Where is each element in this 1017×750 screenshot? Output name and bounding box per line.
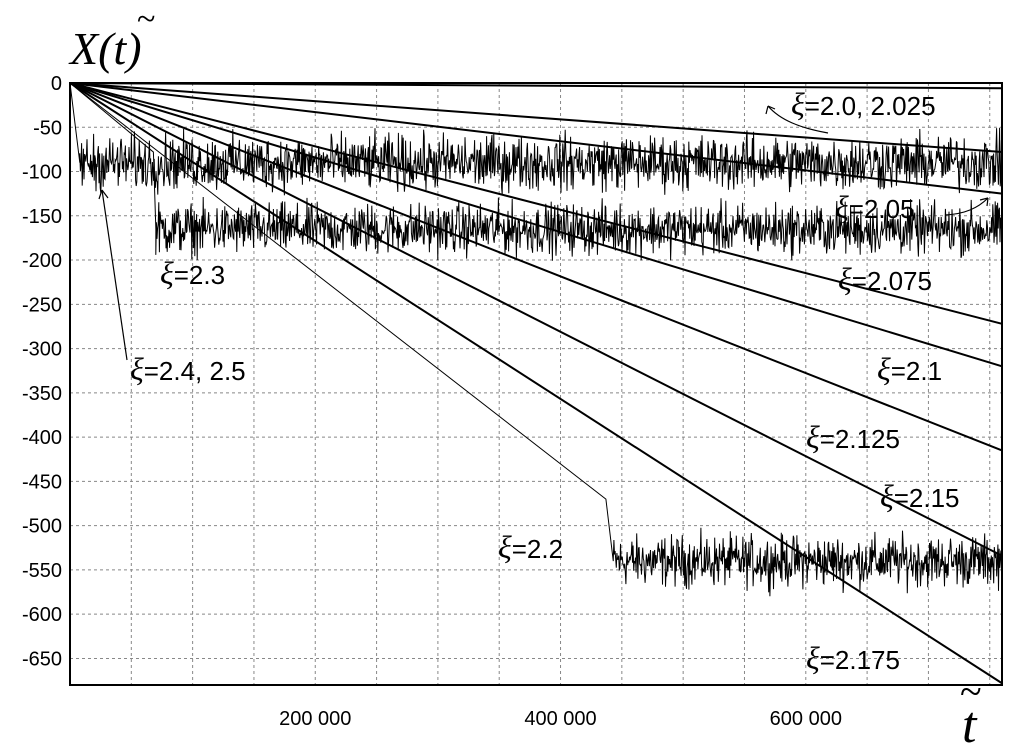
grid — [70, 82, 1002, 685]
y-tick-label: -450 — [22, 471, 62, 493]
y-axis-title-tilde: ~ — [137, 1, 155, 38]
annotation-xi-2-0: ξ=2.0, 2.025 — [791, 86, 936, 122]
arrowhead-2-0 — [765, 105, 776, 115]
arrowhead-2-05 — [979, 197, 989, 207]
x-tick-labels: 200 000 400 000 600 000 — [279, 708, 842, 730]
y-tick-labels: 0 -50 -100 -150 -200 -250 -300 -350 -400 -450 -500… — [22, 73, 62, 670]
annotation-xi-2-3: ξ=2.3 — [160, 255, 225, 291]
annotations — [98, 105, 989, 361]
x-tick-label: 400 000 — [524, 708, 596, 730]
y-tick-label: -50 — [33, 117, 62, 139]
arrowhead-2-4 — [98, 189, 109, 200]
x-axis-title: t — [962, 697, 978, 750]
x-tick-label: 600 000 — [770, 708, 842, 730]
x-tick-label: 200 000 — [279, 708, 351, 730]
series-line-xi-2-05 — [69, 82, 1003, 195]
arrow-2-4 — [101, 189, 128, 361]
series-line-xi-2-2 — [69, 82, 1002, 597]
y-tick-label: -100 — [22, 162, 62, 184]
annotation-xi-2-4: ξ=2.4, 2.5 — [130, 351, 246, 387]
annotation-xi-2-1: ξ=2.1 — [877, 351, 942, 387]
y-tick-label: -550 — [22, 560, 62, 582]
series-line-xi-2-3 — [69, 82, 1003, 261]
x-axis-title-tilde: ~ — [960, 669, 982, 714]
y-tick-label: -650 — [22, 648, 62, 670]
y-tick-label: -250 — [22, 294, 62, 316]
y-tick-label: -400 — [22, 427, 62, 449]
series-line-xi-2-025 — [69, 82, 1003, 154]
plot-frame — [69, 82, 1003, 686]
y-tick-label: 0 — [51, 73, 62, 95]
arrow-2-0 — [767, 105, 829, 134]
y-tick-label: -300 — [22, 339, 62, 361]
y-tick-label: -600 — [22, 604, 62, 626]
annotation-xi-2-2: ξ=2.2 — [498, 529, 563, 565]
series-line-xi-2-125 — [69, 82, 1003, 452]
y-tick-label: -150 — [22, 206, 62, 228]
y-tick-label: -350 — [22, 383, 62, 405]
annotation-xi-2-175: ξ=2.175 — [806, 640, 900, 676]
y-axis-title: X(t) — [68, 23, 142, 74]
annotation-xi-2-15: ξ=2.15 — [880, 478, 960, 514]
series-group — [69, 82, 1003, 685]
y-tick-label: -200 — [22, 250, 62, 272]
arrow-2-05 — [944, 197, 989, 216]
annotation-xi-2-075: ξ=2.075 — [838, 261, 932, 297]
series-line-xi-2-175 — [69, 82, 1003, 685]
series-line-xi-2-075 — [69, 82, 1003, 325]
annotation-xi-2-05: ξ=2.05 — [835, 189, 915, 225]
annotation-xi-2-125: ξ=2.125 — [806, 419, 900, 455]
y-tick-label: -500 — [22, 516, 62, 538]
series-line-xi-2-4-2-5 — [69, 82, 1002, 196]
